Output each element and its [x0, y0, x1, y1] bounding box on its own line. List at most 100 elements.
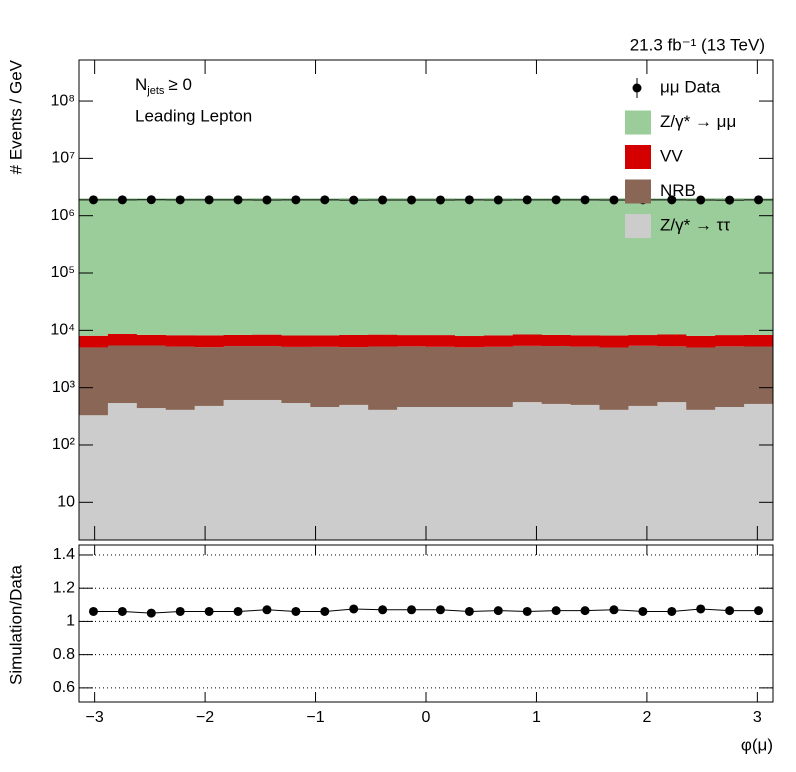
data-point	[551, 195, 561, 205]
stack-bar	[397, 346, 427, 407]
stack-bar	[454, 347, 485, 407]
stack-bar	[512, 402, 543, 540]
ratio-point	[551, 606, 561, 616]
njets-label: Njets ≥ 0	[135, 75, 192, 96]
ratio-point	[175, 606, 185, 616]
stack-bar	[339, 334, 369, 348]
stack-bar	[79, 415, 109, 540]
legend-swatch	[625, 110, 651, 135]
stack-bar	[570, 335, 600, 347]
stack-bar	[715, 406, 745, 540]
stack-bar	[426, 335, 456, 347]
x-axis-title: φ(μ)	[741, 735, 773, 754]
ratio-point	[435, 605, 445, 615]
stack-bar	[165, 409, 196, 540]
stack-bar	[483, 198, 514, 336]
data-point	[146, 195, 156, 205]
y-tick-label: 10⁴	[50, 322, 75, 339]
stack-bar	[339, 404, 369, 540]
y-tick-label: 1	[66, 613, 75, 630]
stack-bar	[744, 403, 773, 540]
data-point	[233, 195, 243, 205]
stack-bar	[599, 335, 629, 348]
stack-bar	[744, 346, 773, 404]
ratio-point	[349, 604, 359, 614]
y-tick-label: 10⁶	[51, 207, 75, 224]
stack-bar	[136, 334, 167, 346]
stack-bar	[599, 198, 629, 336]
x-tick-label: 2	[642, 709, 651, 726]
data-point	[493, 195, 503, 205]
stack-bar	[744, 334, 773, 347]
ratio-point	[522, 606, 532, 616]
data-point	[262, 195, 272, 205]
stack-bar	[165, 335, 196, 347]
stack-bar	[686, 347, 716, 410]
stack-bar	[368, 334, 398, 347]
stack-bar	[657, 346, 687, 403]
x-tick-label: −2	[196, 709, 214, 726]
x-tick-label: 0	[422, 709, 431, 726]
data-point	[291, 195, 301, 205]
stack-bar	[310, 406, 340, 540]
x-tick-label: 3	[753, 709, 762, 726]
data-point	[349, 195, 359, 205]
ratio-point	[117, 606, 127, 616]
data-point	[320, 195, 330, 205]
stack-bar	[686, 409, 716, 540]
x-tick-label: −1	[306, 709, 324, 726]
stack-bar	[744, 198, 773, 335]
stack-bar	[397, 335, 427, 347]
ratio-point	[204, 606, 214, 616]
stack-bar	[541, 403, 572, 540]
stack-bar	[715, 335, 745, 347]
stack-bar	[657, 402, 687, 540]
data-point	[175, 195, 185, 205]
stack-bar	[512, 345, 543, 403]
ratio-frame	[78, 544, 774, 703]
stack-bar	[136, 198, 167, 335]
stack-bar	[483, 346, 514, 407]
y-axis-title: # Events / GeV	[6, 59, 25, 174]
legend-swatch	[625, 214, 651, 238]
stack-bar	[368, 198, 398, 335]
data-point	[88, 195, 98, 205]
stack-bar	[107, 402, 138, 540]
stack-bar	[628, 335, 658, 346]
stack-bar	[223, 346, 253, 400]
stack-bar	[79, 347, 109, 416]
y-tick-label: 10³	[52, 379, 76, 396]
stack-bar	[194, 335, 225, 348]
stack-bar	[79, 335, 109, 348]
ratio-point	[88, 606, 98, 616]
ratio-point	[320, 606, 330, 616]
njets-sub: jets	[146, 85, 165, 97]
data-point	[754, 195, 764, 205]
data-point	[204, 195, 214, 205]
stack-bar	[686, 198, 716, 336]
stack-bar	[252, 198, 282, 335]
stack-bar	[483, 406, 514, 540]
ratio-point	[262, 605, 272, 615]
stack-bar	[454, 336, 485, 348]
ratio-point	[580, 606, 590, 616]
stack-bar	[368, 409, 398, 540]
ratio-line	[93, 608, 759, 614]
ratio-point	[407, 605, 417, 615]
y-tick-label: 10⁸	[50, 92, 75, 109]
stack-bar	[194, 405, 225, 540]
annotation: Leading Lepton	[135, 106, 252, 125]
stack-bar	[397, 406, 427, 540]
stack-bar	[483, 335, 514, 347]
ratio-point	[725, 606, 735, 616]
legend-label: Z/γ* → μμ	[660, 112, 736, 131]
y-tick-label: 0.8	[53, 646, 75, 663]
y-tick-label: 10⁷	[51, 150, 75, 167]
stack-bar	[252, 399, 282, 540]
stack-bar	[339, 198, 369, 335]
stack-bar	[541, 346, 572, 404]
data-point	[117, 195, 127, 205]
stack-bar	[79, 198, 109, 336]
y-tick-label: 10	[57, 494, 75, 511]
